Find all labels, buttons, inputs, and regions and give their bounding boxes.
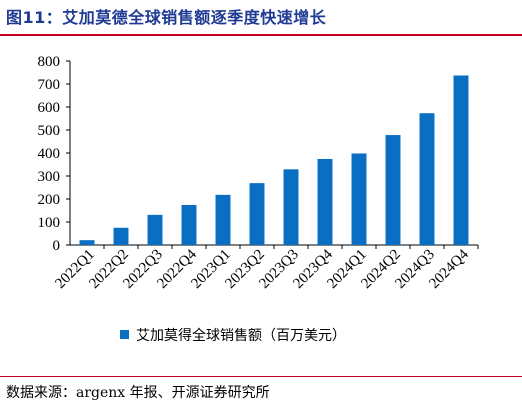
bar <box>453 75 469 246</box>
y-tick-label: 400 <box>38 146 61 162</box>
legend-label: 艾加莫得全球销售额（百万美元） <box>136 327 346 344</box>
bar <box>317 158 333 245</box>
y-tick-label: 200 <box>38 192 61 208</box>
y-tick-label: 100 <box>38 215 61 231</box>
y-tick-label: 600 <box>38 100 61 116</box>
bar <box>419 113 435 246</box>
bar <box>283 169 299 245</box>
footer-divider <box>0 376 522 377</box>
bar <box>351 153 367 245</box>
bar <box>249 183 265 245</box>
x-tick-label: 2024Q4 <box>426 246 472 292</box>
y-tick-label: 700 <box>38 77 61 93</box>
y-tick-label: 0 <box>53 238 61 254</box>
title-divider <box>0 34 522 36</box>
bar <box>79 240 95 245</box>
figure-title: 图11：艾加莫德全球销售额逐季度快速增长 <box>6 8 327 27</box>
bar <box>181 204 197 245</box>
legend-swatch <box>120 330 129 339</box>
y-tick-label: 800 <box>38 54 61 70</box>
data-source-note: 数据来源：argenx 年报、开源证券研究所 <box>6 385 270 401</box>
bar <box>147 214 163 245</box>
bar <box>385 135 401 245</box>
y-tick-label: 300 <box>38 169 61 185</box>
y-tick-label: 500 <box>38 123 61 139</box>
bar <box>113 227 129 245</box>
bar <box>215 194 231 245</box>
